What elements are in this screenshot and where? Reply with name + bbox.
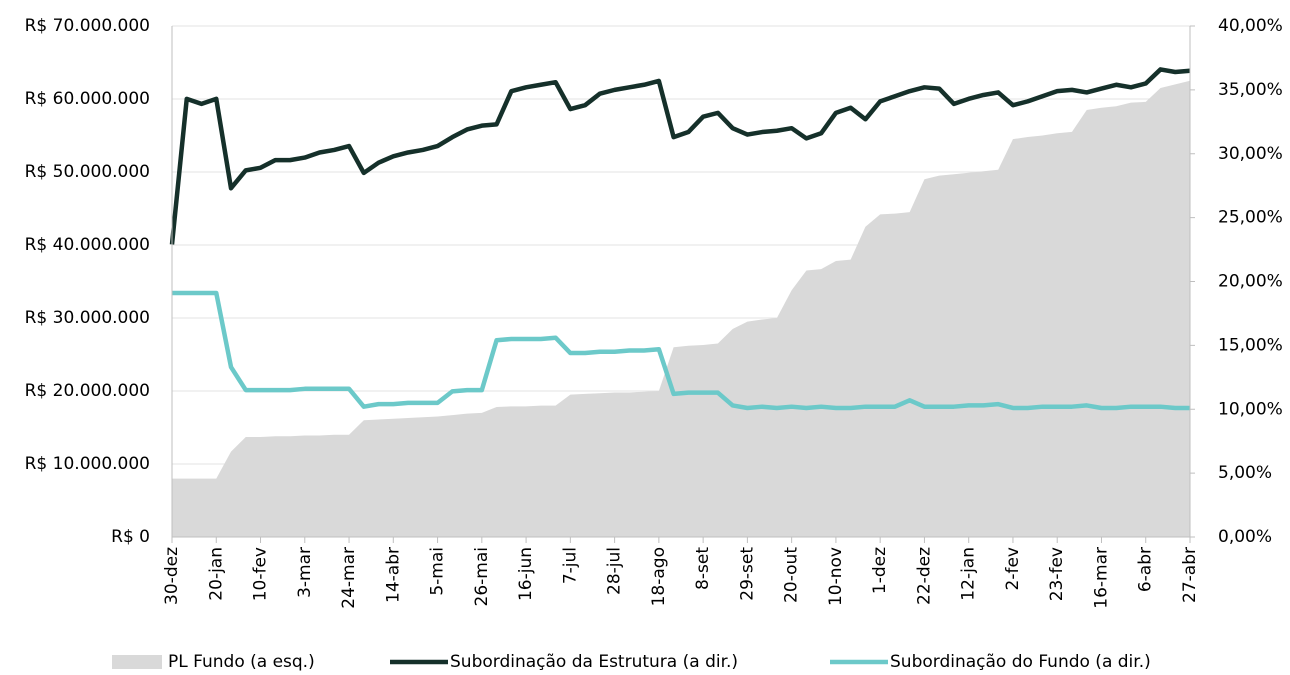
x-tick-label: 5-mai	[428, 547, 448, 596]
y2-tick-label: 5,00%	[1218, 463, 1272, 483]
legend-item: Subordinação da Estrutura (a dir.)	[390, 652, 738, 672]
x-tick-label: 8-set	[693, 547, 713, 590]
y2-tick-label: 20,00%	[1218, 272, 1283, 292]
area	[172, 80, 1190, 537]
y-tick-label: R$ 0	[111, 527, 150, 547]
y-tick-label: R$ 30.000.000	[25, 308, 150, 328]
x-tick-label: 2-fev	[1003, 547, 1023, 590]
y2-tick-label: 40,00%	[1218, 16, 1283, 36]
x-tick-label: 3-mar	[295, 547, 315, 598]
x-tick-label: 30-dez	[162, 547, 182, 605]
y-tick-label: R$ 70.000.000	[25, 16, 150, 36]
y2-tick-label: 30,00%	[1218, 144, 1283, 164]
line	[169, 67, 1191, 245]
x-tick-label: 10-nov	[826, 547, 846, 606]
x-tick-label: 7-jul	[560, 547, 580, 584]
y-tick-label: R$ 50.000.000	[25, 162, 150, 182]
y2-tick-label: 25,00%	[1218, 208, 1283, 228]
x-tick-label: 29-set	[737, 547, 757, 601]
x-tick-label: 22-dez	[914, 547, 934, 605]
x-tick-label: 16-mar	[1091, 547, 1111, 609]
y2-tick-label: 35,00%	[1218, 80, 1283, 100]
legend-label: Subordinação da Estrutura (a dir.)	[450, 652, 738, 672]
x-tick-label: 23-fev	[1047, 547, 1067, 601]
y2-tick-label: 15,00%	[1218, 335, 1283, 355]
x-tick-label: 26-mai	[472, 547, 492, 606]
y-tick-label: R$ 10.000.000	[25, 454, 150, 474]
x-tick-label: 14-abr	[383, 547, 403, 603]
y-tick-label: R$ 20.000.000	[25, 381, 150, 401]
x-tick-label: 16-jun	[516, 547, 536, 601]
x-tick-label: 12-jan	[959, 547, 979, 601]
x-tick-label: 27-abr	[1180, 547, 1200, 603]
x-tick-label: 24-mar	[339, 547, 359, 609]
legend-label: PL Fundo (a esq.)	[168, 652, 315, 672]
legend-label: Subordinação do Fundo (a dir.)	[890, 652, 1151, 672]
y-tick-label: R$ 40.000.000	[25, 235, 150, 255]
x-tick-label: 6-abr	[1136, 547, 1156, 592]
y-tick-label: R$ 60.000.000	[25, 89, 150, 109]
x-tick-label: 18-ago	[649, 547, 669, 606]
x-tick-label: 20-out	[782, 547, 802, 603]
x-tick-label: 20-jan	[206, 547, 226, 601]
legend-swatch	[112, 655, 162, 669]
y2-tick-label: 10,00%	[1218, 399, 1283, 419]
legend-item: PL Fundo (a esq.)	[112, 652, 315, 672]
x-tick-label: 1-dez	[870, 547, 890, 594]
legend-item: Subordinação do Fundo (a dir.)	[830, 652, 1151, 672]
x-tick-label: 10-fev	[251, 547, 271, 601]
line	[172, 290, 1190, 411]
y2-tick-label: 0,00%	[1218, 527, 1272, 547]
x-tick-label: 28-jul	[605, 547, 625, 595]
